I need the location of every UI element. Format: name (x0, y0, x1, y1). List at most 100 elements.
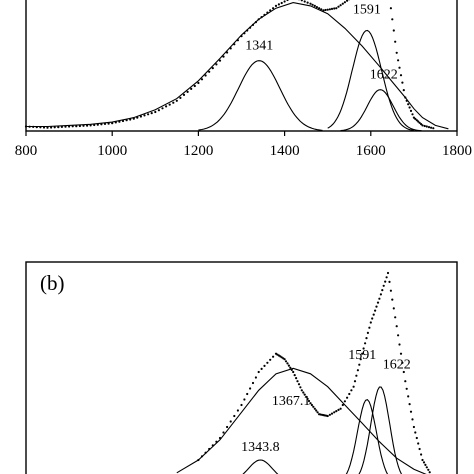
data-point (394, 40, 397, 43)
data-point (246, 392, 249, 396)
fitted-peak-line (198, 60, 323, 131)
fit-envelope-line (176, 367, 427, 474)
data-point (215, 63, 218, 66)
data-point (28, 125, 31, 128)
data-point (186, 90, 189, 93)
data-point (346, 0, 349, 2)
data-point (283, 358, 286, 361)
data-point (266, 361, 269, 364)
data-point (292, 370, 295, 374)
data-point (395, 325, 398, 328)
data-point (136, 116, 139, 119)
data-point (300, 0, 303, 2)
data-point (352, 385, 355, 388)
data-point (409, 410, 413, 413)
panel-b-label: (b) (40, 271, 65, 295)
data-point (277, 3, 280, 6)
data-point (78, 124, 81, 128)
data-point (422, 461, 426, 464)
data-point (121, 119, 125, 123)
peak-annotation: 1591 (353, 3, 381, 18)
data-point (356, 369, 359, 372)
data-point (35, 126, 38, 129)
data-point (269, 9, 272, 12)
data-point (337, 408, 340, 411)
data-point (405, 387, 408, 390)
data-point (398, 343, 401, 346)
data-point (341, 2, 344, 5)
data-point (372, 313, 375, 316)
data-point (197, 458, 200, 462)
data-point (355, 374, 358, 377)
data-point (375, 305, 378, 308)
data-point (350, 389, 353, 392)
data-point (125, 119, 128, 122)
panel-b: (b) 1591 1622 1367.1 1343.8 (25, 261, 458, 474)
data-point (249, 387, 252, 390)
data-point (107, 122, 110, 125)
data-point (335, 410, 338, 413)
data-point (150, 112, 153, 115)
data-point (391, 18, 394, 21)
data-point (103, 122, 107, 125)
data-point (233, 414, 236, 418)
data-point (233, 43, 236, 46)
data-point (316, 411, 319, 414)
fit-envelope-line (26, 2, 449, 130)
data-point (53, 126, 56, 129)
data-point (313, 407, 316, 410)
fitted-peak-line (327, 29, 414, 131)
data-point (211, 444, 214, 447)
data-point (222, 55, 225, 58)
data-point (86, 124, 89, 127)
x-tick-label: 1600 (356, 143, 386, 159)
data-point (404, 96, 407, 99)
data-point (366, 331, 369, 334)
data-point (284, 360, 288, 363)
data-point (71, 125, 74, 128)
data-point (353, 380, 357, 383)
data-point (382, 284, 385, 287)
data-point (204, 74, 207, 77)
data-point (343, 1, 346, 4)
data-point (236, 409, 239, 412)
data-point (401, 81, 404, 84)
data-point (404, 380, 407, 383)
data-point (425, 125, 428, 128)
data-point (290, 368, 293, 371)
data-point (182, 93, 186, 96)
data-point (374, 309, 377, 312)
x-tick-label: 1800 (442, 143, 472, 159)
data-point (318, 7, 321, 10)
data-point (392, 307, 395, 310)
data-point (326, 414, 329, 418)
data-point (408, 106, 411, 109)
data-point (341, 403, 344, 407)
data-point (427, 126, 431, 129)
data-point (311, 3, 314, 6)
data-point (333, 411, 336, 414)
data-point (272, 7, 275, 10)
data-point (229, 420, 232, 423)
panel-a: 800 1000 1200 1400 1600 1800 1341 1591 1622 (15, 0, 472, 159)
data-point (295, 377, 298, 380)
data-point (381, 289, 384, 292)
data-point (420, 453, 423, 456)
data-point (64, 125, 67, 128)
data-point (401, 361, 404, 364)
data-point (249, 26, 252, 29)
fitted-peak-line (242, 459, 279, 474)
data-point (415, 119, 418, 122)
data-point (397, 59, 400, 62)
data-point (402, 89, 405, 92)
data-point (346, 396, 349, 399)
data-point (165, 105, 168, 108)
data-point (257, 18, 260, 21)
data-point (412, 116, 415, 119)
data-point (172, 101, 175, 104)
data-point (417, 120, 420, 123)
data-point (111, 122, 114, 125)
data-point (409, 109, 413, 112)
data-point (208, 447, 211, 451)
